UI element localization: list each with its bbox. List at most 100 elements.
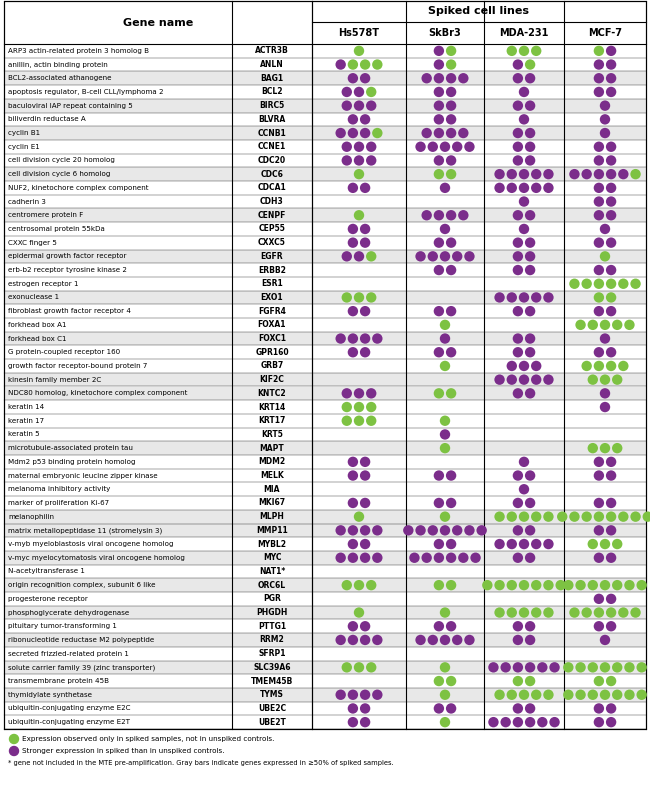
Text: MLPH: MLPH (259, 512, 285, 521)
Circle shape (421, 552, 432, 563)
Circle shape (519, 456, 529, 467)
Circle shape (525, 127, 536, 139)
Text: MDA-231: MDA-231 (499, 28, 549, 38)
Text: EGFR: EGFR (261, 252, 283, 260)
Text: CDH3: CDH3 (260, 197, 284, 206)
Circle shape (434, 497, 444, 508)
Circle shape (446, 676, 456, 686)
Circle shape (506, 689, 517, 700)
Circle shape (612, 689, 623, 700)
Circle shape (606, 676, 616, 686)
Circle shape (606, 608, 616, 618)
Circle shape (593, 512, 604, 522)
Circle shape (458, 127, 469, 139)
Circle shape (513, 388, 523, 398)
Circle shape (354, 142, 364, 152)
Circle shape (415, 142, 426, 152)
Circle shape (593, 169, 604, 179)
Circle shape (440, 251, 450, 261)
Circle shape (537, 717, 547, 727)
Bar (5, 578, 646, 592)
Circle shape (506, 580, 517, 590)
Circle shape (606, 183, 616, 193)
Text: cyclin B1: cyclin B1 (8, 130, 40, 136)
Circle shape (354, 46, 364, 56)
Text: MDM2: MDM2 (259, 457, 285, 467)
Circle shape (428, 142, 438, 152)
Circle shape (440, 429, 450, 440)
Circle shape (593, 59, 604, 70)
Circle shape (354, 580, 364, 590)
Circle shape (446, 73, 456, 83)
Circle shape (593, 155, 604, 165)
Circle shape (525, 621, 536, 631)
Circle shape (440, 416, 450, 426)
Circle shape (348, 347, 358, 357)
Bar (5, 551, 646, 564)
Text: Gene name: Gene name (123, 17, 193, 28)
Text: marker of proliferation Ki-67: marker of proliferation Ki-67 (8, 500, 109, 506)
Circle shape (446, 388, 456, 398)
Circle shape (342, 402, 352, 412)
Circle shape (366, 87, 376, 97)
Circle shape (588, 320, 598, 330)
Circle shape (593, 676, 604, 686)
Circle shape (348, 224, 358, 235)
Circle shape (600, 539, 610, 549)
Text: keratin 14: keratin 14 (8, 404, 44, 410)
Circle shape (588, 689, 598, 700)
Circle shape (360, 552, 370, 563)
Text: ARP3 actin-related protein 3 homolog B: ARP3 actin-related protein 3 homolog B (8, 48, 149, 54)
Circle shape (612, 662, 623, 673)
Text: MYBL2: MYBL2 (257, 540, 287, 549)
Text: biliverdin reductase A: biliverdin reductase A (8, 116, 86, 122)
Circle shape (513, 621, 523, 631)
Circle shape (513, 59, 523, 70)
Circle shape (513, 142, 523, 152)
Text: KRT14: KRT14 (259, 402, 285, 412)
Circle shape (612, 320, 623, 330)
Circle shape (593, 704, 604, 714)
Circle shape (342, 155, 352, 165)
Circle shape (354, 402, 364, 412)
Circle shape (348, 59, 358, 70)
Text: * gene not included in the MTE pre-amplification. Gray bars indicate genes expre: * gene not included in the MTE pre-ampli… (8, 760, 394, 766)
Circle shape (575, 689, 586, 700)
Text: KRT5: KRT5 (261, 430, 283, 439)
Circle shape (440, 443, 450, 453)
Circle shape (335, 59, 346, 70)
Circle shape (556, 580, 566, 590)
Circle shape (593, 210, 604, 220)
Circle shape (606, 360, 616, 371)
Circle shape (434, 580, 444, 590)
Circle shape (600, 320, 610, 330)
Text: Mdm2 p53 binding protein homolog: Mdm2 p53 binding protein homolog (8, 459, 135, 465)
Circle shape (366, 292, 376, 303)
Text: GRB7: GRB7 (261, 361, 283, 371)
Text: MIA: MIA (264, 485, 280, 493)
Circle shape (531, 183, 541, 193)
Text: microtubule-associated protein tau: microtubule-associated protein tau (8, 445, 133, 451)
Circle shape (606, 593, 616, 604)
Circle shape (440, 183, 450, 193)
Circle shape (342, 101, 352, 111)
Circle shape (643, 512, 650, 522)
Circle shape (360, 621, 370, 631)
Text: matrix metallopeptidase 11 (stromelysin 3): matrix metallopeptidase 11 (stromelysin … (8, 527, 162, 534)
Circle shape (440, 334, 450, 344)
Circle shape (348, 238, 358, 248)
Text: KIF2C: KIF2C (259, 375, 285, 384)
Circle shape (606, 497, 616, 508)
Circle shape (434, 471, 444, 481)
Circle shape (525, 525, 536, 535)
Circle shape (360, 127, 370, 139)
Circle shape (348, 73, 358, 83)
Circle shape (495, 580, 505, 590)
Circle shape (600, 114, 610, 124)
Text: baculoviral IAP repeat containing 5: baculoviral IAP repeat containing 5 (8, 102, 133, 109)
Circle shape (446, 46, 456, 56)
Circle shape (434, 210, 444, 220)
Circle shape (458, 210, 469, 220)
Circle shape (452, 251, 462, 261)
Circle shape (600, 388, 610, 398)
